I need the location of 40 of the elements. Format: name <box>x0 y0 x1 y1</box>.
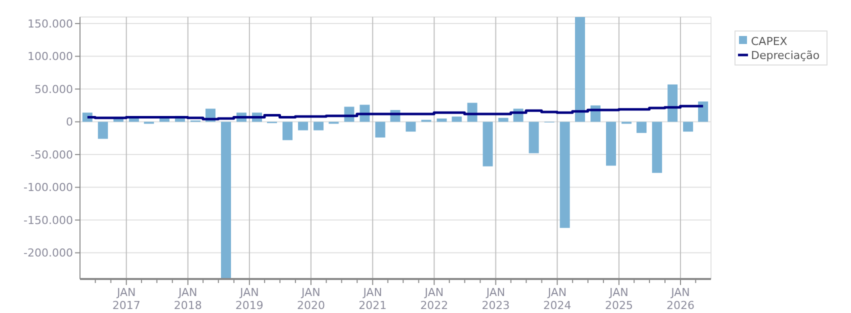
legend-label: Depreciação <box>751 48 820 62</box>
x-tick-label: JAN 2022 <box>420 286 448 312</box>
bar <box>528 122 539 154</box>
y-tick-label: -150.000 <box>24 214 73 227</box>
bar <box>282 122 293 140</box>
y-tick-label: 50.000 <box>34 82 73 96</box>
bar <box>575 17 586 122</box>
x-tick-label: JAN 2026 <box>666 286 694 312</box>
bar <box>375 122 386 138</box>
y-tick-label: 150.000 <box>28 17 73 30</box>
bar <box>452 116 462 122</box>
bar <box>498 118 508 122</box>
y-tick-label: 0 <box>66 116 73 129</box>
bar <box>298 122 308 130</box>
bar <box>314 122 324 130</box>
bar <box>436 118 447 122</box>
bar <box>98 122 108 139</box>
bar <box>482 122 493 166</box>
bar <box>652 122 662 173</box>
x-tick-label: JAN 2021 <box>358 286 387 312</box>
x-tick-label: JAN 2019 <box>235 286 264 312</box>
bar <box>698 101 708 122</box>
bar <box>668 84 678 122</box>
bar <box>220 122 231 279</box>
y-tick-label: -100.000 <box>24 181 73 194</box>
x-tick-label: JAN 2017 <box>112 286 140 312</box>
bar <box>406 122 416 132</box>
x-tick-label: JAN 2018 <box>174 286 202 312</box>
bar <box>636 122 647 133</box>
x-tick-label: JAN 2025 <box>604 286 633 312</box>
x-tick-label: JAN 2024 <box>543 286 572 312</box>
x-tick-label: JAN 2023 <box>482 286 510 312</box>
y-tick-label: -50.000 <box>30 148 73 162</box>
bar <box>560 122 570 228</box>
bar <box>683 122 694 132</box>
x-tick-label: JAN 2020 <box>296 286 325 312</box>
y-tick-label: -200.000 <box>24 246 73 260</box>
legend-label: CAPEX <box>751 34 788 48</box>
bar <box>606 122 616 166</box>
y-tick-label: 100.000 <box>28 50 73 64</box>
